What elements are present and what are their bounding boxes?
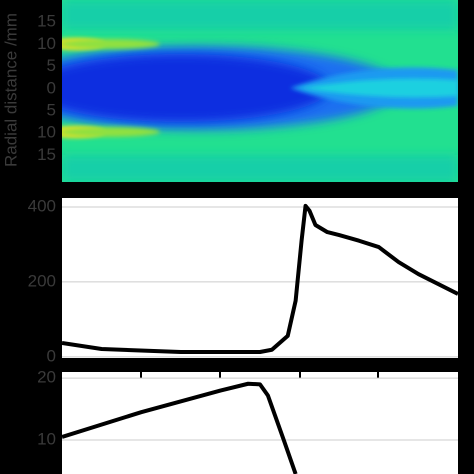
y-tick-label: 15	[37, 12, 56, 31]
x-tick-marks	[140, 372, 379, 378]
line	[62, 203, 458, 355]
heatmap-image	[62, 0, 458, 182]
y-tick-label: 15	[37, 145, 56, 164]
plot-area	[62, 198, 458, 358]
y-tick-label: 0	[47, 346, 56, 365]
y-tick-label: 5	[47, 100, 56, 119]
line-group	[62, 381, 298, 474]
y-tick-label: 20	[37, 368, 56, 387]
y-axis-label: Radial distance /mm	[1, 13, 20, 167]
line-group	[62, 203, 458, 355]
y-tick-label: 10	[37, 429, 56, 448]
line	[62, 381, 298, 474]
y-tick-label: 400	[28, 196, 56, 215]
y-tick-label: 5	[47, 56, 56, 75]
y-tick-label: 10	[37, 123, 56, 142]
y-tick-label: 0	[47, 78, 56, 97]
y-tick-label: 10	[37, 34, 56, 53]
y-tick-label: 200	[28, 271, 56, 290]
plot-area	[62, 372, 458, 474]
